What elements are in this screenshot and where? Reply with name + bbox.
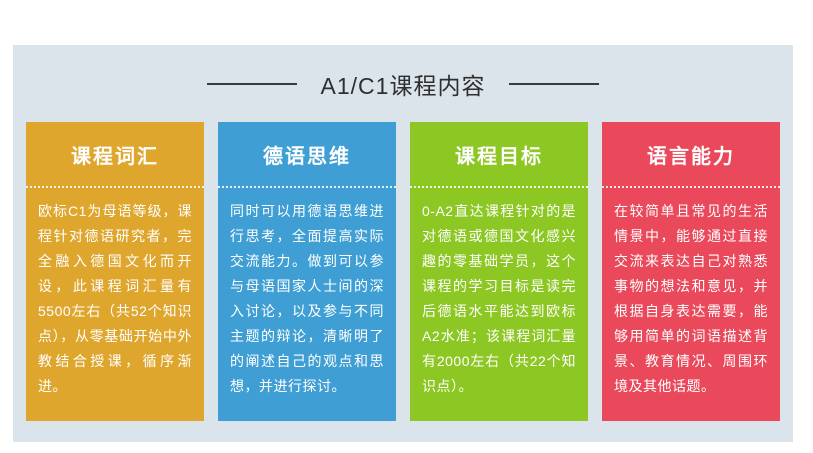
card-body-text: 在较简单且常见的生活情景中，能够通过直接交流来表达自己对熟悉事物的想法和意见，并…: [614, 203, 768, 394]
card-title: 德语思维: [263, 145, 351, 168]
card-body-text: 同时可以用德语思维进行思考，全面提高实际交流能力。做到可以参与母语国家人士间的深…: [230, 203, 384, 394]
card-header: 德语思维: [218, 122, 396, 188]
card-title: 课程目标: [455, 145, 543, 168]
course-cards-row: 课程词汇 欧标C1为母语等级，课程针对德语研究者，完全融入德国文化而开设，此课程…: [26, 122, 780, 421]
card-body-text: 欧标C1为母语等级，课程针对德语研究者，完全融入德国文化而开设，此课程词汇量有5…: [38, 203, 192, 394]
card-header: 语言能力: [602, 122, 780, 188]
page-title: A1/C1课程内容: [320, 73, 486, 99]
card-header: 课程目标: [410, 122, 588, 188]
panel-header: A1/C1课程内容: [13, 67, 793, 101]
course-content-panel: A1/C1课程内容 课程词汇 欧标C1为母语等级，课程针对德语研究者，完全融入德…: [13, 45, 793, 442]
title-right-divider: [509, 83, 600, 85]
card-course-goals: 课程目标 0-A2直达课程针对的是对德语或德国文化感兴趣的零基础学员，这个课程的…: [410, 122, 588, 421]
title-left-divider: [206, 83, 297, 85]
card-german-thinking: 德语思维 同时可以用德语思维进行思考，全面提高实际交流能力。做到可以参与母语国家…: [218, 122, 396, 421]
card-title: 语言能力: [647, 145, 735, 168]
card-header: 课程词汇: [26, 122, 204, 188]
card-language-ability: 语言能力 在较简单且常见的生活情景中，能够通过直接交流来表达自己对熟悉事物的想法…: [602, 122, 780, 421]
card-body-text: 0-A2直达课程针对的是对德语或德国文化感兴趣的零基础学员，这个课程的学习目标是…: [422, 203, 576, 394]
card-course-vocabulary: 课程词汇 欧标C1为母语等级，课程针对德语研究者，完全融入德国文化而开设，此课程…: [26, 122, 204, 421]
card-title: 课程词汇: [71, 145, 159, 168]
